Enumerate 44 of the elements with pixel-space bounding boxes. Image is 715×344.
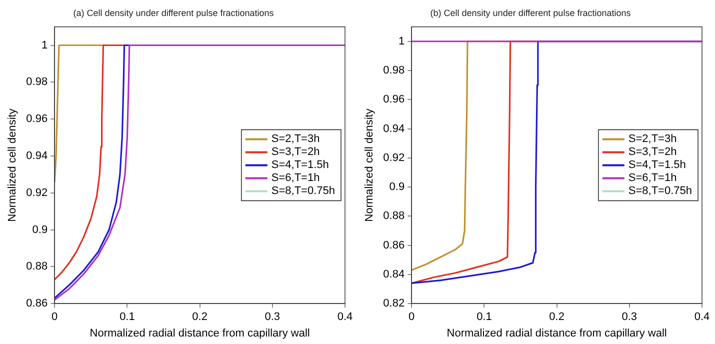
y-tick-label: 1 [41,39,48,52]
x-tick-label: 0.2 [192,311,208,324]
x-tick-label: 0.2 [549,311,564,324]
x-tick-label: 0 [408,311,415,324]
y-tick-label: 0.98 [26,76,48,88]
y-tick-label: 0.92 [26,186,48,199]
x-axis-title: Normalized radial distance from capillary wall [446,327,667,340]
x-tick-label: 0.3 [264,311,280,324]
legend-label: S=3,T=2h [628,146,677,158]
y-tick-label: 0.92 [383,152,405,164]
legend-label: S=8,T=0.75h [271,185,336,198]
y-tick-label: 0.82 [383,298,405,310]
x-tick-label: 0.1 [476,311,492,324]
chart-title: (a) Cell density under different pulse fractionations [73,8,274,18]
legend-label: S=8,T=0.75h [628,185,692,198]
y-tick-label: 0.88 [383,210,405,222]
y-axis-title: Normalized cell density [6,108,19,222]
y-axis-title: Normalized cell density [364,108,376,222]
x-tick-label: 0.1 [120,311,135,324]
x-tick-label: 0.3 [622,311,638,324]
y-tick-label: 0.86 [383,239,405,252]
y-tick-label: 0.94 [26,150,48,162]
y-tick-label: 0.96 [383,94,405,106]
y-tick-label: 1 [398,35,405,48]
legend-label: S=3,T=2h [271,146,320,158]
x-tick-label: 0.4 [694,311,710,324]
legend-label: S=6,T=1h [628,172,677,184]
y-tick-label: 0.86 [26,298,48,310]
y-tick-label: 0.88 [26,260,48,273]
y-tick-label: 0.9 [389,181,405,194]
x-tick-label: 0.4 [337,311,353,324]
y-tick-label: 0.94 [383,122,405,135]
legend-label: S=4,T=1.5h [628,159,686,172]
y-tick-label: 0.96 [26,113,48,126]
x-tick-label: 0 [52,311,58,324]
y-tick-label: 0.84 [383,268,405,280]
legend-label: S=6,T=1h [271,172,320,184]
y-tick-label: 0.9 [32,224,48,236]
x-axis-title: Normalized radial distance from capillary wall [90,327,310,340]
y-tick-label: 0.98 [383,64,405,77]
legend-label: S=2,T=3h [271,133,320,146]
legend-label: S=4,T=1.5h [271,159,329,172]
legend-label: S=2,T=3h [628,133,677,146]
chart-title: (b) Cell density under different pulse fractionations [430,8,632,18]
